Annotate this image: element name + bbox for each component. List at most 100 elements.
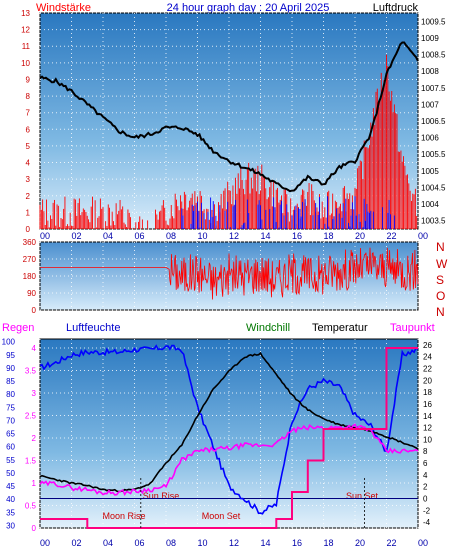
x-tick-label: 20 [355,538,365,548]
pressure-tick-label: 1009 [421,34,439,43]
windchill-header: Windchill [246,322,290,334]
rain-tick-label: 1.5 [25,457,37,466]
x-tick-label: 00 [418,231,428,241]
rain-tick-label: 0 [32,524,37,533]
direction-tick-label: 90 [27,289,36,298]
dewpoint-line [39,423,419,497]
humidity-tick-label: 45 [6,482,15,491]
humidity-tick-label: 40 [6,495,15,504]
wind-tick-label: 5 [26,142,31,151]
pressure-tick-label: 1006 [421,134,439,143]
compass-n-bottom: N [436,305,445,319]
x-tick-label: 16 [292,538,302,548]
pressure-tick-label: 1004.5 [421,183,446,192]
pressure-tick-label: 1008.5 [421,51,446,60]
x-tick-label: 04 [103,231,113,241]
temp-tick-label: 24 [423,353,432,362]
rain-line [40,347,418,529]
pressure-tick-label: 1004 [421,200,439,209]
pressure-tick-label: 1007 [421,100,439,109]
wind-tick-label: 2 [26,192,31,201]
x-tick-label: 00 [418,538,428,548]
temp-tick-label: -4 [423,518,431,527]
x-tick-label: 14 [260,538,270,548]
wind-tick-label: 0 [26,225,31,234]
temp-tick-label: 18 [423,388,432,397]
temp-tick-label: 10 [423,435,432,444]
humidity-line [39,344,419,515]
x-tick-label: 22 [386,231,396,241]
wind-tick-label: 12 [21,26,30,35]
chart-title: 24 hour graph day : 20 April 2025 [167,2,330,14]
pressure-tick-label: 1008 [421,67,439,76]
humidity-tick-label: 30 [6,521,15,530]
wind-tick-label: 13 [21,9,30,18]
rain-tick-label: 4 [32,344,37,353]
temp-tick-label: 12 [423,424,432,433]
wind-tick-label: 9 [26,75,31,84]
humidity-tick-label: 55 [6,456,15,465]
x-tick-label: 18 [323,538,333,548]
humidity-header: Luftfeuchte [66,322,120,334]
wind-tick-label: 1 [26,208,31,217]
humidity-tick-label: 60 [6,443,15,452]
wind-tick-label: 7 [26,109,31,118]
wind-tick-label: 6 [26,125,31,134]
sun-set-label: Sun Set [346,491,379,501]
x-tick-label: 16 [292,231,302,241]
temp-tick-label: 22 [423,365,432,374]
wind-tick-label: 11 [22,42,31,51]
direction-tick-label: 180 [23,272,37,281]
temp-tick-label: 8 [423,447,428,456]
moon-rise-label: Moon Rise [102,511,145,521]
pressure-line [39,41,419,193]
moon-set-label: Moon Set [202,511,241,521]
x-tick-label: 00 [40,231,50,241]
humidity-tick-label: 50 [6,469,15,478]
sun-rise-label: Sun Rise [143,491,180,501]
pressure-tick-label: 1007.5 [421,84,446,93]
x-tick-label: 22 [386,538,396,548]
x-tick-label: 10 [197,231,207,241]
humidity-tick-label: 70 [6,416,15,425]
pressure-tick-label: 1009.5 [421,17,446,26]
temp-tick-label: 16 [423,400,432,409]
direction-tick-label: 0 [32,306,37,315]
humidity-tick-label: 75 [6,403,15,412]
temp-tick-label: 2 [423,483,428,492]
x-tick-label: 08 [166,538,176,548]
x-tick-label: 00 [40,538,50,548]
rain-tick-label: 0.5 [25,502,37,511]
wind-tick-label: 10 [21,59,30,68]
rain-header: Regen [2,322,34,334]
humidity-tick-label: 90 [6,364,15,373]
wind-tick-label: 3 [26,175,31,184]
rain-tick-label: 3.5 [25,367,37,376]
x-tick-label: 06 [134,538,144,548]
humidity-tick-label: 65 [6,430,15,439]
x-tick-label: 02 [71,538,81,548]
x-tick-label: 04 [103,538,113,548]
temp-tick-label: 0 [423,494,428,503]
x-tick-label: 08 [166,231,176,241]
temperature-header: Temperatur [312,322,368,334]
x-tick-label: 02 [71,231,81,241]
x-tick-label: 06 [134,231,144,241]
wind-direction-line [40,247,419,300]
x-tick-label: 20 [355,231,365,241]
pressure-tick-label: 1006.5 [421,117,446,126]
pressure-tick-label: 1005.5 [421,150,446,159]
rain-tick-label: 1 [32,479,37,488]
temperature-line [39,351,419,493]
dewpoint-header: Taupunkt [390,322,435,334]
x-tick-label: 18 [323,231,333,241]
humidity-tick-label: 35 [6,508,15,517]
humidity-tick-label: 100 [2,338,16,347]
wind-title: Windstärke [36,2,91,14]
x-tick-label: 12 [229,538,239,548]
x-tick-label: 14 [260,231,270,241]
temp-tick-label: 14 [423,412,432,421]
pressure-tick-label: 1005 [421,167,439,176]
temp-tick-label: 6 [423,459,428,468]
